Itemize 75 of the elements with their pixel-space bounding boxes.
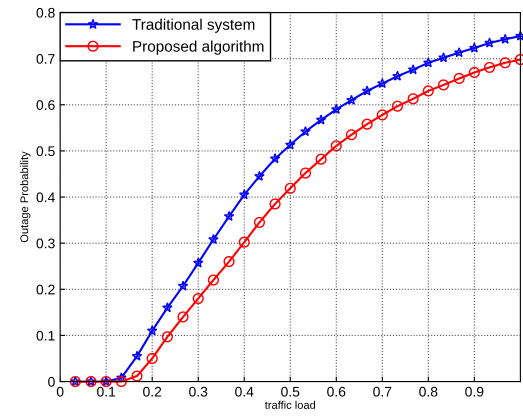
y-tick-label: 0: [48, 376, 55, 387]
point: [408, 93, 419, 104]
point: [254, 216, 265, 228]
point: [484, 37, 495, 48]
point: [454, 47, 464, 58]
point: [238, 189, 250, 200]
point: [208, 234, 219, 244]
point: [132, 350, 142, 361]
point: [316, 154, 327, 165]
point: [469, 42, 480, 53]
point: [146, 325, 158, 336]
point: [300, 126, 311, 136]
point: [316, 114, 326, 125]
y-tick-label: 0.8: [36, 8, 55, 18]
point: [146, 352, 158, 364]
x-tick-label: 0: [56, 386, 64, 397]
legend-label: Proposed algorithm: [133, 40, 264, 55]
x-tick-label: 0.2: [143, 386, 162, 397]
point: [423, 57, 434, 68]
point: [500, 34, 511, 44]
point: [223, 256, 235, 268]
legend-label: Traditional system: [132, 18, 254, 33]
y-tick-label: 0.7: [36, 54, 55, 64]
point: [500, 57, 511, 68]
point: [346, 94, 357, 105]
x-tick-label: 0.3: [189, 386, 208, 397]
x-tick-label: 0.1: [97, 386, 116, 397]
x-tick-label: 0.7: [373, 386, 392, 397]
point: [208, 274, 219, 286]
y-tick-label: 0.1: [36, 330, 55, 341]
point: [392, 100, 404, 112]
y-axis-title: Outage Probability: [20, 151, 30, 242]
point: [300, 167, 312, 179]
point: [162, 302, 173, 312]
point: [454, 72, 465, 84]
point: [116, 376, 127, 388]
point: [330, 104, 342, 114]
y-tick-label: 0.5: [36, 146, 55, 156]
point: [238, 236, 250, 248]
x-tick-label: 0.8: [419, 386, 438, 397]
point: [178, 280, 188, 291]
point: [346, 129, 358, 140]
point: [468, 66, 480, 78]
y-tick-label: 0.3: [36, 238, 55, 248]
x-tick-label: 0.5: [281, 386, 300, 397]
point: [131, 370, 143, 382]
point: [376, 109, 388, 120]
point: [392, 70, 403, 81]
x-tick-label: 0.9: [465, 386, 484, 397]
point: [484, 62, 496, 73]
point: [422, 85, 434, 96]
y-tick-label: 0.4: [36, 192, 55, 202]
point: [408, 64, 418, 74]
point: [438, 52, 449, 62]
point: [254, 170, 265, 181]
point: [224, 210, 234, 222]
point: [438, 79, 450, 90]
x-axis-title: traffic load: [264, 400, 316, 409]
y-tick-label: 0.6: [36, 100, 55, 110]
x-tick-label: 0.4: [235, 386, 254, 397]
x-tick-label: 0.6: [327, 386, 346, 397]
point: [362, 85, 372, 96]
point: [177, 311, 189, 323]
point: [192, 257, 204, 268]
y-tick-label: 0.2: [36, 284, 55, 294]
point: [330, 140, 342, 152]
point: [362, 118, 373, 130]
point: [376, 78, 388, 88]
point: [284, 182, 296, 194]
point: [270, 198, 281, 210]
point: [192, 292, 204, 304]
point: [162, 331, 173, 342]
point: [270, 153, 280, 164]
point: [284, 139, 296, 150]
point: [116, 372, 127, 382]
